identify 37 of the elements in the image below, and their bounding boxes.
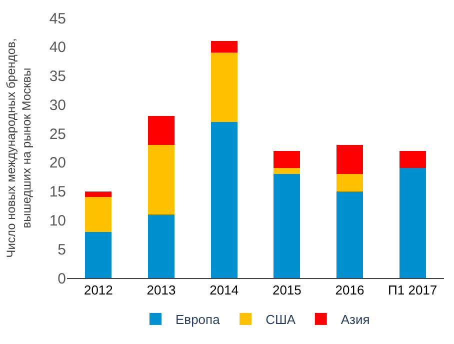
legend-label: Азия [340,312,370,328]
y-tick-label: 35 [49,68,66,86]
bar [85,197,112,232]
y-tick-label: 30 [49,96,66,114]
bar [336,145,363,174]
bar [399,168,426,278]
x-tick-label: 2013 [146,282,176,298]
bar [148,214,174,278]
y-tick-label: 15 [49,184,66,201]
bar [148,116,174,146]
y-axis-title: Число новых международных брендов, вышедших на рынок Москвы [4,38,34,258]
bar [210,52,238,122]
x-tick-label: 2015 [272,282,302,298]
bar [85,191,112,198]
bar [274,150,300,168]
bar [210,122,238,278]
bar [85,232,112,278]
bar [274,168,300,174]
legend-label: Европа [176,312,221,328]
x-tick-label: 2014 [210,282,239,298]
bar [148,145,174,214]
y-tick-label: 40 [49,39,66,56]
y-tick-label: 20 [49,154,66,172]
bar [336,191,363,278]
bar [399,150,426,168]
y-tick-label: 25 [49,126,66,143]
y-tick-label: 0 [58,270,66,288]
x-tick-label: 2012 [84,282,113,298]
bar [336,174,363,192]
y-tick-label: 45 [49,10,66,28]
x-tick-label: П1 2017 [388,282,438,298]
y-tick-label: 10 [49,212,66,230]
bar [274,174,300,278]
bar [210,41,238,53]
legend-label: США [266,312,296,328]
x-tick-label: 2016 [335,282,364,298]
y-tick-label: 5 [58,241,66,258]
